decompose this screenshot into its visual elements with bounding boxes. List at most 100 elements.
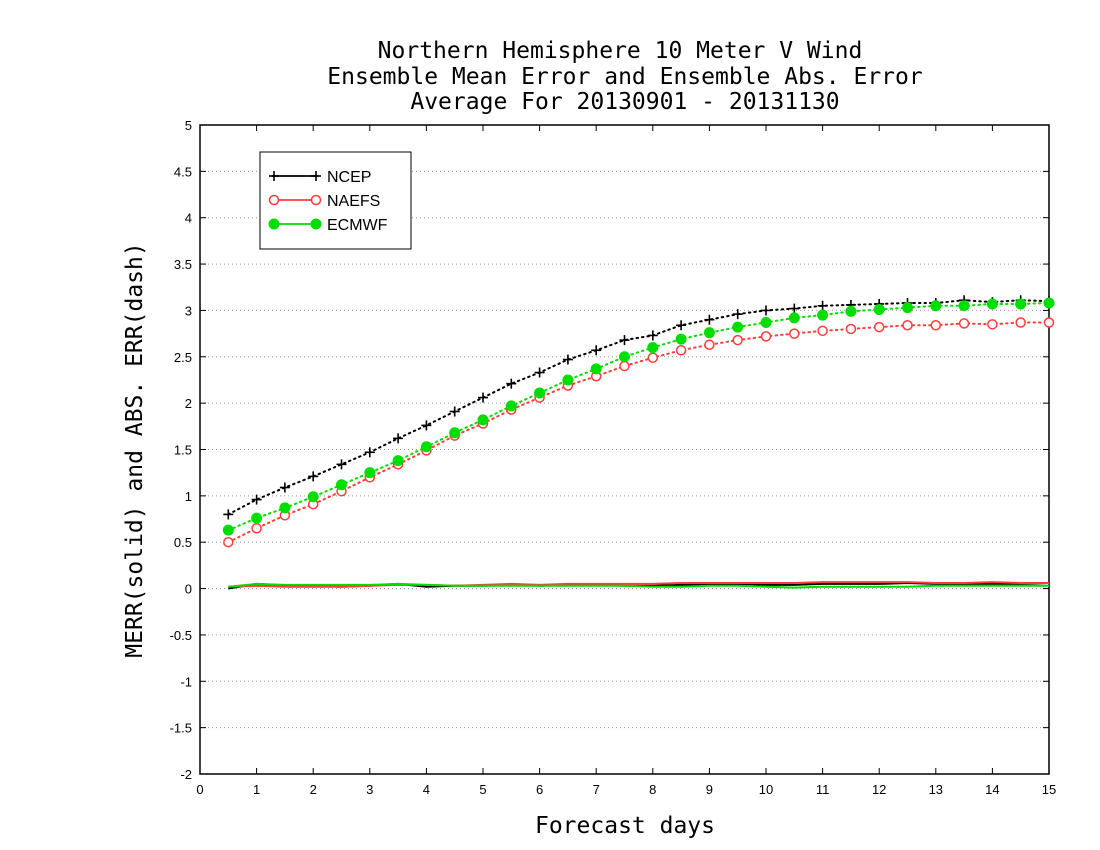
x-tick-label: 15	[1042, 782, 1056, 797]
y-tick-label: 5	[185, 118, 192, 133]
y-tick-label: -1	[180, 674, 192, 689]
x-tick-label: 4	[423, 782, 430, 797]
x-axis-label: Forecast days	[535, 813, 715, 839]
series-ecmwf-abs-error-point	[251, 512, 263, 524]
series-ecmwf-abs-error-point	[732, 321, 744, 333]
chart-title-line-2: Ensemble Mean Error and Ensemble Abs. Er…	[327, 64, 922, 90]
y-tick-label: -2	[180, 767, 192, 782]
series-naefs-abs-error-point	[958, 318, 970, 329]
y-tick-label: 1.5	[174, 443, 192, 458]
series-ecmwf-abs-error-point	[817, 309, 829, 321]
y-tick-label: -0.5	[170, 628, 192, 643]
series-naefs-abs-error-point	[817, 325, 828, 337]
y-tick-label: 4	[185, 211, 192, 226]
legend-marker-ecmwf	[310, 218, 322, 230]
y-axis-label: MERR(solid) and ABS. ERR(dash)	[122, 242, 148, 657]
series-ncep-abs-error-point	[251, 494, 262, 505]
y-axis: -2 -1.5 -1 -0.5 0 0.5 1 1.5 2 2.5 3 3.5 4 4.5 5	[170, 118, 1049, 782]
y-tick-label: 0.5	[174, 535, 192, 550]
series-naefs-abs-error-point	[251, 523, 262, 534]
y-tick-label: 3	[185, 303, 192, 318]
series-naefs-abs-error-point	[704, 339, 715, 350]
series-naefs-abs-error-point	[902, 320, 913, 331]
series-naefs-abs-error-point	[789, 328, 800, 339]
series-naefs-abs-error-point	[1043, 317, 1055, 328]
series-ncep-abs-error-point	[562, 354, 573, 365]
x-tick-label: 11	[816, 782, 830, 797]
series-ncep-abs-error-point	[732, 309, 743, 320]
series-ncep-abs-error-point	[421, 420, 432, 431]
series-ncep-abs-error-point	[279, 482, 290, 493]
series-ecmwf-abs-error-point	[760, 316, 772, 328]
series-naefs-abs-error-point	[930, 320, 942, 331]
series-naefs-abs-error-point	[675, 345, 687, 356]
y-tick-label: 1	[185, 489, 192, 504]
series-ncep-abs-error-point	[817, 300, 828, 311]
chart-title-line-1: Northern Hemisphere 10 Meter V Wind	[378, 38, 863, 64]
series-ncep-abs-error-point	[647, 330, 658, 341]
legend-marker-naefs	[268, 194, 280, 206]
x-tick-label: 6	[536, 782, 543, 797]
y-tick-label: 2	[185, 396, 192, 411]
legend-marker-ncep	[269, 171, 279, 181]
series-ecmwf-abs-error-point	[873, 304, 885, 316]
grid-lines	[200, 170, 1049, 729]
series-naefs-abs-error-line	[227, 321, 1050, 544]
series-ncep-abs-error-point	[534, 367, 545, 378]
series-naefs-abs-error-point	[760, 331, 772, 342]
series-ncep-abs-error-point	[223, 509, 234, 520]
series-ecmwf-abs-error-point	[590, 363, 602, 375]
series-naefs-abs-error-point	[987, 319, 998, 330]
series-naefs-mean-error-line	[228, 581, 1049, 588]
chart-title-line-3: Average For 20130901 - 20131130	[410, 89, 839, 115]
series-naefs-abs-error-point	[732, 334, 743, 346]
series-ncep-abs-error-point	[619, 335, 630, 346]
series-ecmwf-abs-error-point	[986, 298, 998, 310]
series-ecmwf-abs-error-point	[364, 467, 376, 479]
x-tick-label: 13	[929, 782, 943, 797]
series-ncep-abs-error-point	[308, 471, 319, 482]
legend: NCEP NAEFS ECMWF	[259, 151, 412, 250]
series-ncep-abs-error-point	[364, 447, 375, 458]
series-ncep-abs-error-point	[393, 433, 404, 444]
series-ecmwf-abs-error-point	[449, 427, 461, 439]
y-tick-label: 3.5	[174, 257, 192, 272]
x-tick-label: 14	[985, 782, 999, 797]
x-tick-label: 12	[872, 782, 886, 797]
series-ecmwf-abs-error-point	[307, 491, 319, 503]
series-naefs-abs-error-point	[647, 352, 659, 363]
series-ecmwf-abs-error-point	[222, 524, 234, 536]
legend-marker-naefs	[310, 194, 322, 206]
series-ecmwf-abs-error-point	[1015, 298, 1027, 310]
series-ecmwf-abs-error-point	[788, 312, 800, 324]
x-tick-label: 2	[310, 782, 317, 797]
x-tick-label: 3	[366, 782, 373, 797]
series-ncep-abs-error-point	[704, 314, 715, 325]
series-ecmwf-abs-error-point	[392, 455, 404, 467]
x-tick-label: 9	[706, 782, 713, 797]
series-ecmwf-abs-error-point	[703, 327, 715, 339]
series-ecmwf-abs-error-line	[227, 302, 1050, 532]
legend-label-ecmwf: ECMWF	[327, 217, 388, 234]
x-tick-label: 8	[649, 782, 656, 797]
y-tick-label: 2.5	[174, 350, 192, 365]
series-ncep-abs-error-line	[227, 299, 1050, 516]
legend-marker-ecmwf	[268, 218, 280, 230]
series-ecmwf-abs-error-point	[336, 479, 347, 491]
series-ecmwf-abs-error-point	[562, 374, 574, 386]
series-ecmwf-abs-error-point	[845, 305, 857, 317]
series-ecmwf-abs-error-point	[279, 502, 291, 514]
legend-marker-ncep	[311, 171, 321, 181]
series-ecmwf-abs-error-point	[930, 300, 942, 312]
series-ecmwf-abs-error-point	[420, 441, 432, 453]
series-ncep-abs-error-point	[449, 406, 460, 417]
y-tick-label: -1.5	[170, 721, 192, 736]
series-ecmwf-abs-error-point	[958, 300, 970, 312]
series-ncep-abs-error-point	[506, 378, 517, 389]
x-tick-label: 10	[759, 782, 773, 797]
x-axis: 0 1 2 3 4 5 6 7 8 9 10 11 12 13 14 15	[196, 125, 1056, 797]
series-ecmwf-abs-error-point	[477, 414, 489, 426]
series-ecmwf-abs-error-point	[619, 351, 630, 363]
series-ncep-abs-error-point	[591, 345, 602, 356]
